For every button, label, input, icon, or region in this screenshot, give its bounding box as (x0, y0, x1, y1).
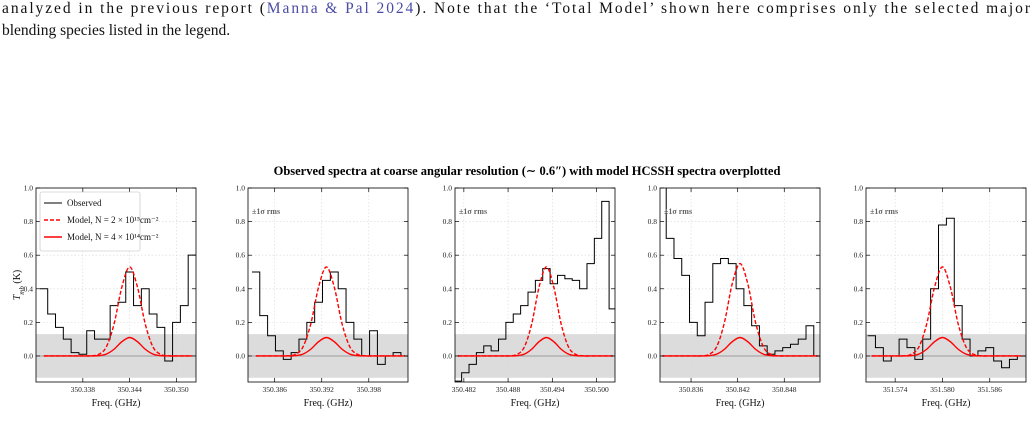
y-axis-label-part: (K) (12, 270, 23, 286)
text: analyzed in the previous report ( (2, 0, 265, 17)
y-tick-label: 0.6 (648, 251, 658, 260)
x-tick-label: 350.338 (71, 385, 96, 394)
x-tick-label: 351.580 (930, 385, 955, 394)
y-tick-label: 0.4 (854, 284, 864, 293)
observed-spectrum (39, 254, 196, 362)
model-spectrum (871, 336, 1022, 357)
x-tick-label: 350.488 (496, 385, 521, 394)
x-axis-label: Freq. (GHz) (922, 398, 971, 409)
y-tick-label: 0.0 (854, 351, 864, 360)
y-axis-label: Tmb (K) (12, 270, 26, 301)
x-tick-label: 350.500 (584, 385, 609, 394)
y-tick-label: 0.2 (648, 318, 658, 327)
y-tick-label: 0.4 (236, 284, 246, 293)
y-tick-label: 0.0 (443, 351, 453, 360)
y-tick-label: 0.2 (854, 318, 864, 327)
y-tick-label: 0.8 (443, 217, 453, 226)
x-tick-label: 350.350 (164, 385, 189, 394)
x-tick-label: 350.848 (772, 385, 797, 394)
panel: 0.0 0.2 0.4 0.6 0.8 1.0 350.386 350.392 350.398 F… (236, 184, 409, 409)
y-tick-label: 0.8 (236, 217, 246, 226)
y-tick-label: 1.0 (648, 184, 658, 193)
y-axis-label-part: mb (18, 286, 26, 295)
x-tick-label: 351.574 (883, 385, 908, 394)
rms-label: ±1σ rms (252, 207, 280, 216)
x-tick-label: 351.586 (978, 385, 1003, 394)
panel: 0.0 0.2 0.4 0.6 0.8 1.0 351.574 351.580 351.586 F… (854, 184, 1027, 409)
y-tick-label: 0.4 (443, 284, 453, 293)
model-spectrum (255, 336, 405, 357)
x-tick-label: 350.842 (725, 385, 750, 394)
y-tick-label: 0.4 (24, 284, 34, 293)
x-tick-label: 350.392 (310, 385, 335, 394)
observed-spectrum (251, 271, 408, 365)
rms-label: ±1σ rms (664, 207, 692, 216)
x-tick-label: 350.482 (452, 385, 477, 394)
observed-spectrum (455, 200, 615, 382)
legend-label: Model, N = 4 × 10¹⁴cm⁻² (67, 232, 159, 242)
rms-label: ±1σ rms (459, 207, 487, 216)
axes-frame (659, 187, 821, 383)
x-tick-label: 350.344 (117, 385, 142, 394)
y-tick-label: 0.8 (854, 217, 864, 226)
y-tick-label: 0.0 (24, 351, 34, 360)
panel: 0.0 0.2 0.4 0.6 0.8 1.0 350.338 350.344 350.350 F… (12, 184, 197, 409)
axes-frame (35, 187, 197, 383)
figure-title: Observed spectra at coarse angular resol… (274, 164, 781, 178)
model-spectrum (662, 336, 818, 357)
y-tick-label: 1.0 (854, 184, 864, 193)
y-tick-label: 1.0 (236, 184, 246, 193)
y-tick-label: 0.0 (236, 351, 246, 360)
x-axis-label: Freq. (GHz) (716, 398, 765, 409)
y-tick-label: 1.0 (443, 184, 453, 193)
plot-area (660, 188, 820, 382)
plot-area (248, 188, 408, 382)
y-tick-label: 0.8 (648, 217, 658, 226)
x-tick-label: 350.398 (357, 385, 382, 394)
x-axis-label: Freq. (GHz) (511, 398, 560, 409)
y-tick-label: 0.8 (24, 217, 34, 226)
x-tick-label: 350.836 (679, 385, 704, 394)
axes-frame (454, 187, 616, 383)
plot-area (866, 188, 1026, 382)
y-tick-label: 0.0 (648, 351, 658, 360)
citation-link[interactable]: Manna & Pal 2024 (267, 0, 414, 17)
axes-frame (247, 187, 409, 383)
plot-area (36, 188, 196, 382)
model-spectrum (457, 336, 613, 357)
y-tick-label: 0.6 (236, 251, 246, 260)
y-tick-label: 1.0 (24, 184, 34, 193)
panel: 0.0 0.2 0.4 0.6 0.8 1.0 350.836 350.842 350.848 F… (648, 184, 821, 409)
y-tick-label: 0.6 (24, 251, 34, 260)
x-tick-label: 350.386 (262, 385, 287, 394)
y-axis-label-part: T (12, 293, 23, 300)
y-tick-label: 0.6 (854, 251, 864, 260)
model-spectrum (43, 336, 193, 357)
y-tick-label: 0.6 (443, 251, 453, 260)
x-tick-label: 350.494 (540, 385, 565, 394)
y-tick-label: 0.2 (236, 318, 246, 327)
rms-label: ±1σ rms (870, 207, 898, 216)
plot-area (455, 188, 615, 382)
legend-label: Model, N = 2 × 10¹⁵cm⁻² (67, 215, 159, 225)
y-tick-label: 0.2 (24, 318, 34, 327)
x-axis-label: Freq. (GHz) (92, 398, 141, 409)
legend-label: Observed (67, 198, 102, 208)
y-tick-label: 0.4 (648, 284, 658, 293)
legend-box (39, 191, 141, 252)
panel: 0.0 0.2 0.4 0.6 0.8 1.0 350.482 350.488 350.494 3… (443, 184, 616, 409)
y-tick-label: 0.2 (443, 318, 453, 327)
axes-frame (865, 187, 1027, 383)
observed-spectrum (665, 188, 820, 357)
text: ). Note that the ‘Total Model’ shown her… (415, 0, 1031, 17)
paragraph-line: blending species listed in the legend. (2, 22, 230, 39)
x-axis-label: Freq. (GHz) (304, 398, 353, 409)
paragraph-line: analyzed in the previous report (Manna &… (2, 0, 1031, 17)
